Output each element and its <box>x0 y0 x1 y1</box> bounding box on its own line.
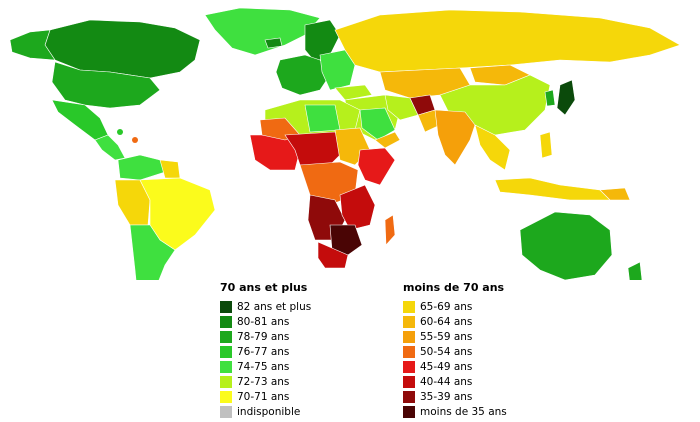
legend-item: indisponible <box>220 404 311 419</box>
turkey <box>334 84 373 101</box>
legend-swatch <box>403 315 415 328</box>
legend-swatch <box>403 330 415 343</box>
western-europe <box>275 54 331 96</box>
south-africa <box>317 241 349 269</box>
new-zealand <box>627 261 643 280</box>
legend-label: 76-77 ans <box>237 345 290 358</box>
legend-swatch <box>220 405 232 418</box>
colombia-venezuela <box>117 154 166 181</box>
legend-item: 70-71 ans <box>220 389 311 404</box>
legend-swatch <box>403 375 415 388</box>
legend-swatch <box>220 360 232 373</box>
legend-swatch <box>403 360 415 373</box>
haiti <box>132 137 138 143</box>
legend-label: indisponible <box>237 405 301 418</box>
legend-item: 50-54 ans <box>403 344 507 359</box>
east-africa <box>339 184 376 231</box>
legend-label: 72-73 ans <box>237 375 290 388</box>
papua-new-guinea <box>599 187 631 201</box>
legend-item: 72-73 ans <box>220 374 311 389</box>
usa <box>51 61 161 109</box>
legend-label: 35-39 ans <box>420 390 473 403</box>
southern-africa <box>329 224 363 256</box>
saudi-arabia <box>359 107 396 141</box>
legend-swatch <box>220 315 232 328</box>
legend-label: 45-49 ans <box>420 360 473 373</box>
iran <box>384 94 419 121</box>
horn-of-africa <box>357 147 396 186</box>
madagascar <box>384 214 396 246</box>
legend-swatch <box>220 390 232 403</box>
southeast-asia <box>474 124 511 171</box>
legend-high-title: 70 ans et plus <box>220 281 308 294</box>
japan <box>556 79 576 116</box>
legend-label: 78-79 ans <box>237 330 290 343</box>
legend-label: 65-69 ans <box>420 300 473 313</box>
yemen <box>374 131 401 149</box>
legend-swatch <box>403 345 415 358</box>
legend-label: 70-71 ans <box>237 390 290 403</box>
legend-label: 82 ans et plus <box>237 300 312 313</box>
philippines <box>539 131 553 159</box>
legend-item: 65-69 ans <box>403 299 507 314</box>
korea <box>544 89 556 107</box>
indonesia <box>494 177 611 201</box>
legend-item: 76-77 ans <box>220 344 311 359</box>
legend-item: 80-81 ans <box>220 314 311 329</box>
legend-item: 55-59 ans <box>403 329 507 344</box>
legend-item: 60-64 ans <box>403 314 507 329</box>
legend-item: 78-79 ans <box>220 329 311 344</box>
legend-label: 50-54 ans <box>420 345 473 358</box>
legend-swatch <box>220 375 232 388</box>
legend-high: 70 ans et plus 82 ans et plus 80-81 ans … <box>220 281 311 419</box>
legend-label: 40-44 ans <box>420 375 473 388</box>
legend-item: 35-39 ans <box>403 389 507 404</box>
brazil <box>139 177 216 251</box>
legend-item: moins de 35 ans <box>403 404 507 419</box>
alaska <box>9 29 56 61</box>
libya <box>304 104 341 133</box>
legend-low: moins de 70 ans 65-69 ans 60-64 ans 55-5… <box>403 281 507 419</box>
legend-label: 74-75 ans <box>237 360 290 373</box>
legend-item: 74-75 ans <box>220 359 311 374</box>
guianas <box>159 159 181 179</box>
iceland <box>264 37 283 49</box>
legend-label: moins de 35 ans <box>420 405 507 418</box>
legend-label: 80-81 ans <box>237 315 290 328</box>
world-life-expectancy-map <box>9 7 681 280</box>
legend-swatch <box>403 300 415 313</box>
legend-swatch <box>220 330 232 343</box>
central-america <box>94 134 126 161</box>
cuba <box>117 129 123 135</box>
legend-low-title: moins de 70 ans <box>403 281 505 294</box>
greenland <box>204 7 321 56</box>
legend-item: 45-49 ans <box>403 359 507 374</box>
legend-swatch <box>403 405 415 418</box>
india <box>434 109 476 166</box>
russia <box>334 9 681 73</box>
legend-swatch <box>220 345 232 358</box>
legend-label: 60-64 ans <box>420 315 473 328</box>
australia <box>519 211 613 280</box>
legend-swatch <box>220 300 232 313</box>
legend-label: 55-59 ans <box>420 330 473 343</box>
argentina-chile <box>129 224 176 280</box>
legend-swatch <box>403 390 415 403</box>
legend-item: 40-44 ans <box>403 374 507 389</box>
legend-item: 82 ans et plus <box>220 299 311 314</box>
